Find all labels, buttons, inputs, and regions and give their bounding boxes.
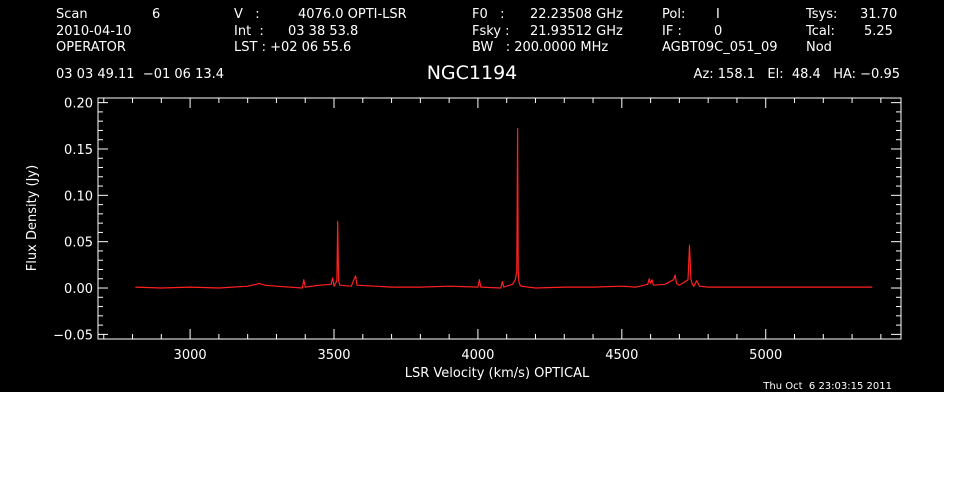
- x-tick-label: 3000: [174, 348, 207, 363]
- f0-label: F0 :: [472, 7, 505, 22]
- x-tick-label: 4000: [461, 348, 494, 363]
- chart-title: NGC1194: [427, 62, 518, 84]
- int-label: Int :: [234, 24, 264, 39]
- y-axis-label: Flux Density (Jy): [25, 165, 40, 271]
- spectrum-figure: Scan 6 V : 4076.0 OPTI-LSR F0 : 22.23508…: [0, 0, 944, 392]
- y-tick-label: −0.05: [53, 328, 93, 343]
- pol-value: I: [716, 7, 720, 22]
- procedure-name: Nod: [806, 40, 832, 55]
- axis-ticks: [98, 98, 901, 339]
- x-tick-labels: 3000 3500 4000 4500 5000: [174, 348, 783, 363]
- f0-value: 22.23508 GHz: [530, 7, 623, 22]
- if-label: IF :: [662, 24, 682, 39]
- scan-value: 6: [152, 7, 160, 22]
- plot-timestamp: Thu Oct 6 23:03:15 2011: [762, 381, 892, 392]
- y-tick-label: 0.05: [64, 236, 93, 251]
- lst-value: LST : +02 06 55.6: [234, 40, 351, 55]
- operator-name: OPERATOR: [56, 40, 126, 55]
- if-value: 0: [714, 24, 722, 39]
- spectrum-line: [135, 128, 873, 289]
- observation-header: Scan 6 V : 4076.0 OPTI-LSR F0 : 22.23508…: [56, 7, 900, 82]
- y-tick-label: 0.15: [64, 143, 93, 158]
- tcal-value: 5.25: [864, 24, 893, 39]
- source-coordinates: 03 03 49.11 −01 06 13.4: [56, 67, 224, 82]
- obs-date: 2010-04-10: [56, 24, 132, 39]
- y-tick-label: 0.00: [64, 282, 93, 297]
- x-tick-label: 4500: [605, 348, 638, 363]
- int-value: 03 38 53.8: [288, 24, 358, 39]
- az-el-ha: Az: 158.1 El: 48.4 HA: −0.95: [694, 67, 900, 82]
- x-tick-label: 3500: [317, 348, 350, 363]
- pol-label: Pol:: [662, 7, 685, 22]
- scan-label: Scan: [56, 7, 88, 22]
- x-axis-label: LSR Velocity (km/s) OPTICAL: [405, 366, 590, 381]
- plot-frame: [97, 97, 902, 340]
- tcal-label: Tcal:: [805, 24, 835, 39]
- y-tick-labels: −0.05 0.00 0.05 0.10 0.15 0.20: [53, 97, 93, 344]
- fsky-value: 21.93512 GHz: [530, 24, 623, 39]
- velocity-label: V :: [234, 7, 260, 22]
- velocity-value: 4076.0 OPTI-LSR: [298, 7, 407, 22]
- y-tick-label: 0.20: [64, 97, 93, 112]
- fsky-label: Fsky :: [472, 24, 510, 39]
- y-tick-label: 0.10: [64, 189, 93, 204]
- bandwidth-value: BW : 200.0000 MHz: [472, 40, 608, 55]
- tsys-label: Tsys:: [805, 7, 837, 22]
- x-tick-label: 5000: [749, 348, 782, 363]
- project-id: AGBT09C_051_09: [662, 40, 778, 55]
- spectrum-series: [135, 128, 873, 289]
- tsys-value: 31.70: [860, 7, 897, 22]
